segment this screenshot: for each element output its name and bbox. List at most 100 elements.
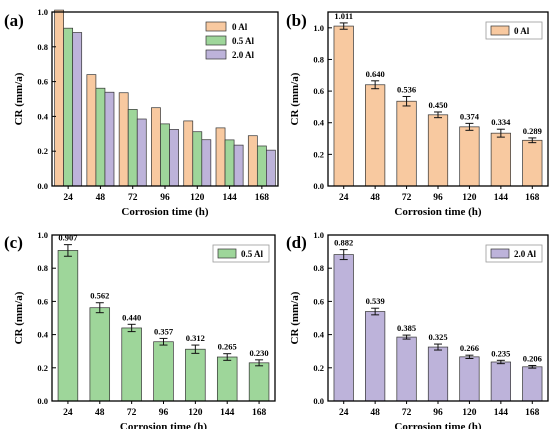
- data-label: 0.312: [186, 333, 205, 343]
- bar: [266, 149, 276, 187]
- x-tick-label: 96: [160, 193, 170, 203]
- y-tick-label: 0.2: [313, 363, 324, 373]
- x-tick-label: 144: [220, 408, 235, 418]
- y-axis-label: CR (mm/a): [13, 291, 25, 344]
- y-tick-label: 0.0: [313, 181, 324, 191]
- legend-label: 0 Al: [514, 26, 530, 36]
- x-tick-label: 48: [370, 193, 380, 203]
- y-tick-label: 0.0: [37, 181, 48, 191]
- bar: [57, 250, 79, 402]
- y-tick-label: 0.6: [37, 296, 48, 306]
- data-label: 0.450: [428, 100, 447, 110]
- bar: [490, 361, 511, 402]
- x-tick-label: 72: [128, 193, 138, 203]
- bar: [427, 114, 449, 187]
- bar: [183, 120, 194, 187]
- x-tick-label: 48: [96, 193, 106, 203]
- y-tick-label: 0.6: [313, 86, 324, 96]
- bar: [95, 87, 106, 187]
- bar: [169, 129, 179, 187]
- legend-label: 2.0 Al: [514, 249, 537, 259]
- x-axis-label: Corrosion time (h): [394, 421, 482, 429]
- bar: [192, 131, 203, 187]
- bar: [185, 348, 206, 402]
- y-tick-label: 1.0: [37, 230, 48, 240]
- bar: [365, 311, 386, 402]
- bar: [121, 327, 142, 402]
- y-tick-label: 0.8: [37, 263, 48, 273]
- data-label: 0.230: [250, 348, 269, 358]
- bar: [233, 144, 244, 187]
- legend: 0 Al 0.5 Al 2.0 Al: [205, 21, 255, 60]
- panel-label: (a): [4, 11, 24, 30]
- data-label: 0.357: [154, 326, 174, 336]
- y-tick-label: 0.6: [313, 296, 324, 306]
- legend: 0.5 Al: [212, 244, 270, 263]
- bar: [333, 254, 354, 402]
- panel-label: (c): [4, 233, 23, 252]
- x-tick-label: 120: [462, 193, 477, 203]
- x-tick-label: 24: [339, 193, 349, 203]
- x-tick-label: 96: [433, 408, 443, 418]
- data-label: 0.640: [366, 69, 385, 79]
- y-axis-label: CR (mm/a): [289, 72, 301, 125]
- data-label: 0.289: [523, 126, 542, 136]
- x-tick-label: 72: [127, 408, 137, 418]
- x-tick-label: 24: [339, 408, 349, 418]
- bar: [396, 100, 417, 187]
- x-tick-label: 72: [402, 408, 412, 418]
- y-tick-label: 0.8: [37, 42, 48, 52]
- legend-swatch: [205, 35, 227, 46]
- y-tick-label: 0.4: [37, 111, 48, 121]
- x-tick-label: 48: [95, 408, 105, 418]
- data-label: 0.334: [491, 117, 511, 127]
- legend-swatch: [217, 248, 237, 259]
- x-tick-label: 168: [525, 408, 540, 418]
- bar: [160, 123, 170, 187]
- y-tick-label: 0.2: [37, 363, 48, 373]
- data-label: 0.907: [58, 233, 78, 243]
- bar: [72, 32, 83, 187]
- legend-swatch: [490, 248, 510, 259]
- legend-label: 2.0 Al: [232, 50, 255, 60]
- y-tick-label: 0.6: [37, 77, 48, 87]
- y-tick-label: 0.4: [37, 330, 48, 340]
- bar: [247, 135, 258, 187]
- x-axis-label: Corrosion time (h): [121, 206, 209, 218]
- bar: [365, 84, 386, 187]
- x-tick-label: 144: [494, 408, 509, 418]
- bar: [248, 362, 270, 402]
- x-tick-label: 72: [402, 193, 412, 203]
- y-tick-label: 0.0: [37, 396, 48, 406]
- x-tick-label: 24: [63, 193, 73, 203]
- chart-panel-4: (d) 0.882 0.539 0.385 0.325 0.266 0.235 0.206 0.…: [286, 230, 549, 429]
- bar: [333, 25, 354, 187]
- x-axis-label: Corrosion time (h): [120, 421, 208, 429]
- bar: [104, 91, 115, 187]
- bar: [522, 366, 543, 402]
- data-label: 0.440: [122, 312, 141, 322]
- bar: [256, 145, 267, 187]
- y-tick-label: 1.0: [313, 23, 324, 33]
- chart-panel-3: (c) 0.907 0.562 0.440 0.357 0.312 0.265 0.230 0.…: [4, 230, 276, 429]
- chart-panel-1: (a) 0.0 0.2 0.4 0.6 0.8 1.0 24 48 72 96 120 144 168 Co…: [4, 7, 279, 218]
- x-tick-label: 96: [159, 408, 169, 418]
- bar: [215, 127, 226, 187]
- x-tick-label: 48: [370, 408, 380, 418]
- data-label: 0.235: [491, 348, 510, 358]
- y-tick-label: 0.2: [37, 146, 48, 156]
- y-tick-label: 1.0: [313, 230, 324, 240]
- bar: [224, 139, 235, 187]
- y-tick-label: 0.0: [313, 396, 324, 406]
- x-tick-label: 120: [462, 408, 477, 418]
- data-label: 0.539: [366, 296, 385, 306]
- y-tick-label: 1.0: [37, 7, 48, 17]
- bar: [63, 27, 74, 187]
- data-label: 0.562: [90, 291, 109, 301]
- legend-label: 0 Al: [232, 22, 248, 32]
- chart-panel-2: (b) 1.011 0.640 0.536 0.450 0.374 0.334 0.289 0.…: [286, 11, 549, 218]
- x-tick-label: 144: [494, 193, 509, 203]
- x-tick-label: 96: [433, 193, 443, 203]
- data-label: 0.206: [523, 353, 542, 363]
